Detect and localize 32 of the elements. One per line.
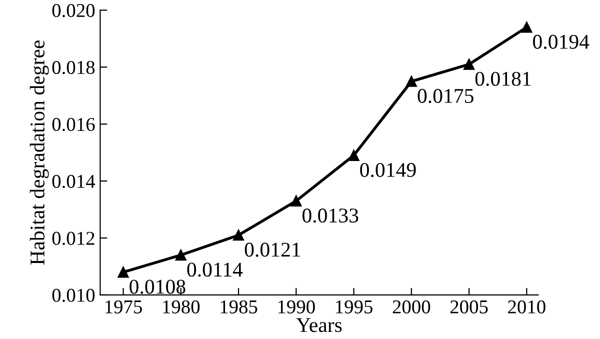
point — [463, 58, 475, 70]
y-tick-label: 0.016 — [52, 118, 95, 132]
x-tick-label: 2010 — [508, 300, 546, 314]
y-tick-label: 0.020 — [52, 4, 95, 18]
x-tick-label: 1985 — [220, 300, 258, 314]
point — [348, 150, 360, 161]
data-label: 0.0108 — [130, 280, 186, 294]
point — [406, 76, 417, 87]
x-tick-label: 2005 — [450, 300, 488, 314]
point — [118, 266, 129, 278]
data-label: 0.0175 — [418, 88, 474, 104]
y-tick-label: 0.018 — [52, 60, 95, 74]
point — [521, 22, 532, 33]
point — [175, 250, 186, 261]
x-tick-label: 1990 — [278, 300, 315, 314]
point — [290, 195, 302, 207]
data-label: 0.0121 — [244, 242, 300, 257]
data-label: 0.0194 — [533, 34, 590, 49]
data-label: 0.0149 — [360, 162, 416, 178]
x-tick-label: 1980 — [163, 300, 200, 314]
data-label: 0.0114 — [187, 262, 243, 277]
x-tick-label: 2000 — [392, 300, 430, 314]
x-tick-label: 1995 — [336, 300, 372, 314]
x-tick-label: 1975 — [106, 300, 142, 314]
x-axis-title: Years — [296, 318, 342, 332]
point — [232, 230, 244, 241]
y-axis-title: Habitat degradation degree — [30, 40, 49, 265]
y-tick-label: 0.012 — [52, 232, 94, 245]
data-label: 0.0133 — [302, 208, 358, 223]
y-tick-label: 0.010 — [52, 288, 95, 302]
y-tick-label: 0.014 — [52, 174, 96, 188]
data-label: 0.0181 — [475, 72, 531, 86]
